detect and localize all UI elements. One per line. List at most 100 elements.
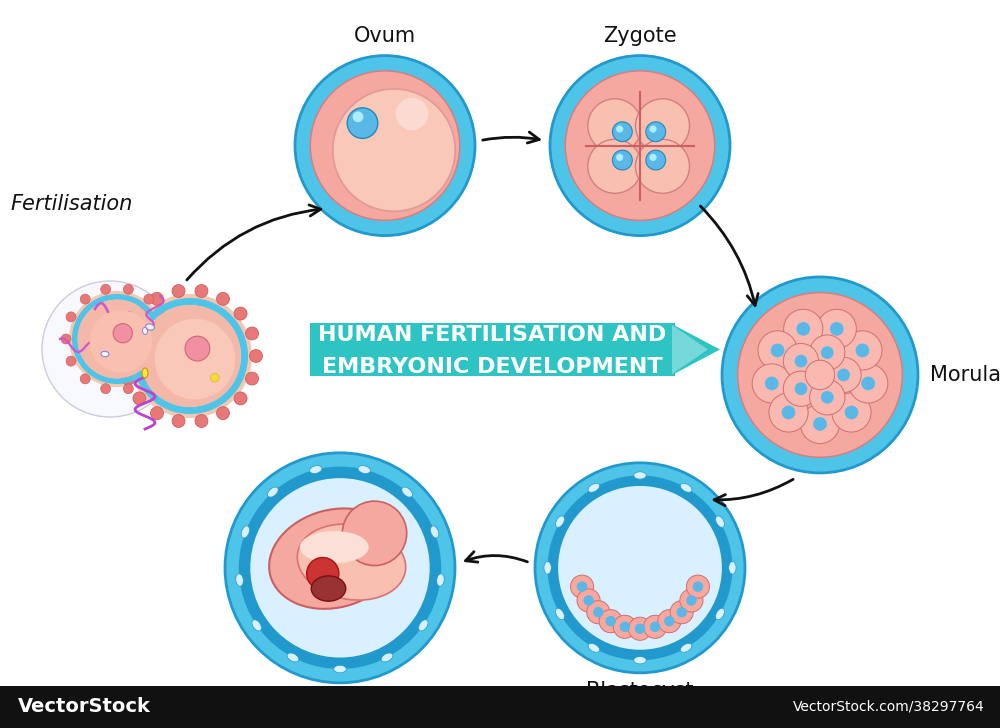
Polygon shape	[672, 325, 708, 374]
Ellipse shape	[146, 324, 154, 330]
Circle shape	[158, 312, 168, 322]
Bar	[0, 686, 1000, 728]
Circle shape	[172, 285, 185, 298]
Circle shape	[577, 582, 587, 592]
Ellipse shape	[729, 561, 736, 574]
Ellipse shape	[588, 483, 600, 492]
Circle shape	[307, 558, 339, 590]
Circle shape	[649, 154, 657, 161]
Circle shape	[128, 294, 252, 418]
Circle shape	[636, 139, 690, 194]
Ellipse shape	[430, 526, 439, 538]
Circle shape	[771, 344, 784, 357]
Text: Morula: Morula	[930, 365, 1000, 385]
Circle shape	[353, 111, 363, 122]
Circle shape	[139, 305, 241, 407]
Circle shape	[676, 607, 687, 617]
Circle shape	[295, 55, 475, 236]
Circle shape	[225, 453, 455, 683]
Circle shape	[217, 407, 230, 419]
Text: VectorStock: VectorStock	[18, 697, 151, 716]
Circle shape	[784, 309, 823, 349]
Ellipse shape	[269, 508, 399, 609]
Circle shape	[396, 98, 428, 130]
Ellipse shape	[634, 657, 646, 664]
Circle shape	[837, 368, 850, 381]
Circle shape	[583, 596, 594, 606]
Circle shape	[118, 349, 131, 363]
Circle shape	[693, 582, 703, 592]
Circle shape	[830, 322, 844, 336]
Circle shape	[577, 589, 600, 612]
Circle shape	[849, 364, 888, 403]
Circle shape	[795, 382, 807, 395]
Circle shape	[810, 379, 845, 415]
Circle shape	[163, 334, 173, 344]
Circle shape	[333, 89, 455, 211]
Circle shape	[123, 384, 133, 394]
Circle shape	[61, 334, 71, 344]
Ellipse shape	[358, 466, 370, 473]
Text: Embryo: Embryo	[300, 691, 380, 711]
Circle shape	[78, 300, 156, 379]
Circle shape	[250, 349, 262, 363]
Circle shape	[783, 371, 819, 406]
Circle shape	[588, 139, 642, 194]
Circle shape	[234, 307, 247, 320]
Circle shape	[66, 356, 76, 366]
Ellipse shape	[268, 487, 278, 497]
Circle shape	[861, 376, 875, 390]
Circle shape	[821, 391, 834, 403]
Circle shape	[612, 150, 632, 170]
Circle shape	[90, 310, 152, 373]
Ellipse shape	[101, 352, 109, 357]
Circle shape	[805, 360, 835, 389]
Circle shape	[217, 293, 230, 305]
Circle shape	[210, 373, 219, 382]
Circle shape	[550, 55, 730, 236]
Circle shape	[133, 307, 146, 320]
Circle shape	[234, 392, 247, 405]
Circle shape	[548, 475, 732, 660]
Circle shape	[588, 99, 642, 153]
Circle shape	[613, 615, 636, 638]
Circle shape	[680, 589, 703, 612]
Circle shape	[843, 331, 882, 370]
Circle shape	[185, 336, 210, 361]
Circle shape	[151, 293, 164, 305]
Circle shape	[310, 71, 460, 221]
Circle shape	[612, 122, 632, 142]
Circle shape	[782, 405, 795, 419]
Circle shape	[121, 372, 134, 385]
Circle shape	[658, 609, 681, 633]
Ellipse shape	[311, 576, 346, 601]
Circle shape	[783, 344, 819, 379]
Circle shape	[133, 392, 146, 405]
Text: EMBRYONIC DEVELOPMENT: EMBRYONIC DEVELOPMENT	[322, 357, 663, 376]
Ellipse shape	[142, 368, 148, 378]
Circle shape	[686, 575, 709, 598]
Circle shape	[826, 357, 861, 392]
Circle shape	[686, 596, 697, 606]
Circle shape	[69, 291, 165, 387]
Circle shape	[616, 125, 623, 132]
Circle shape	[80, 374, 90, 384]
Circle shape	[795, 355, 807, 368]
Ellipse shape	[236, 574, 243, 586]
Circle shape	[158, 356, 168, 366]
Circle shape	[856, 344, 869, 357]
Ellipse shape	[556, 516, 564, 527]
Text: HUMAN FERTILISATION AND: HUMAN FERTILISATION AND	[318, 325, 667, 344]
FancyBboxPatch shape	[310, 323, 675, 376]
Ellipse shape	[334, 665, 346, 673]
Circle shape	[565, 71, 715, 221]
Circle shape	[172, 414, 185, 427]
Text: Blastocyst: Blastocyst	[586, 681, 694, 701]
Circle shape	[144, 374, 154, 384]
Circle shape	[845, 405, 858, 419]
Circle shape	[195, 414, 208, 427]
Circle shape	[101, 384, 111, 394]
Ellipse shape	[310, 466, 322, 473]
Ellipse shape	[402, 487, 412, 497]
Circle shape	[758, 331, 797, 370]
